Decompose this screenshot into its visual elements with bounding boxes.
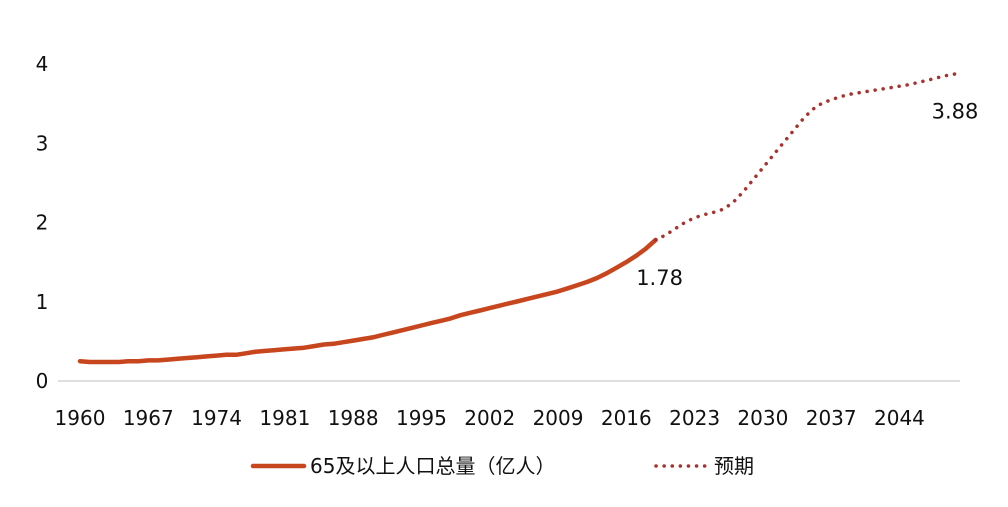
x-tick-label: 2009	[533, 406, 584, 430]
y-tick-label: 4	[36, 52, 49, 76]
x-axis-ticks: 1960 1967 1974 1981 1988 1995 2002 2009 2016 2023…	[55, 406, 925, 430]
x-tick-label: 2030	[737, 406, 788, 430]
x-tick-label: 2023	[669, 406, 720, 430]
x-tick-label: 2002	[464, 406, 515, 430]
x-tick-label: 2037	[806, 406, 857, 430]
data-label: 1.78	[636, 266, 683, 290]
annotation-layer: 1.78 3.88	[636, 100, 978, 290]
x-tick-label: 1960	[55, 406, 106, 430]
data-label: 3.88	[932, 100, 979, 124]
x-tick-label: 1974	[191, 406, 242, 430]
y-tick-label: 1	[36, 290, 49, 314]
x-tick-label: 2044	[874, 406, 925, 430]
series-line-population	[77, 237, 658, 365]
x-tick-label: 1988	[328, 406, 379, 430]
y-tick-label: 3	[36, 131, 49, 155]
y-tick-label: 0	[36, 369, 49, 393]
legend-label-population: 65及以上人口总量（亿人）	[310, 454, 555, 478]
y-tick-label: 2	[36, 211, 49, 235]
x-tick-label: 1967	[123, 406, 174, 430]
legend-label-forecast: 预期	[714, 454, 754, 478]
legend: 65及以上人口总量（亿人） 预期	[250, 454, 754, 478]
x-tick-label: 2016	[601, 406, 652, 430]
series-layer	[77, 71, 960, 365]
x-tick-label: 1995	[396, 406, 447, 430]
y-axis-ticks: 0 1 2 3 4	[36, 52, 49, 393]
x-tick-label: 1981	[259, 406, 310, 430]
series-line-forecast	[653, 71, 960, 242]
